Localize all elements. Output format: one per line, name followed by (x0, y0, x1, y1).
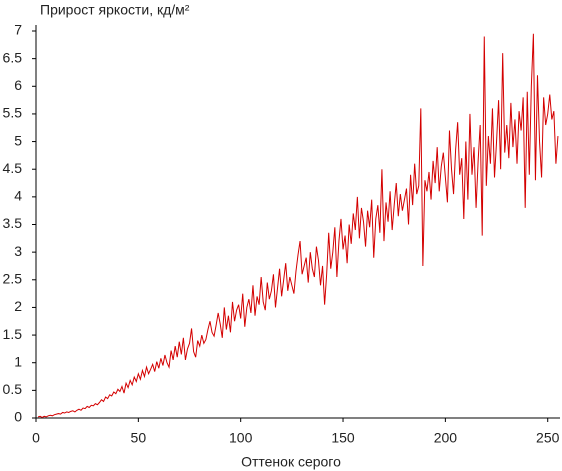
x-tick-label: 100 (229, 430, 253, 446)
y-tick-label: 1.5 (3, 326, 23, 342)
y-tick-label: 6 (14, 77, 22, 93)
x-tick-label: 0 (32, 430, 40, 446)
x-tick-label: 200 (434, 430, 458, 446)
y-tick-label: 4 (14, 188, 22, 204)
y-tick-label: 3.5 (3, 215, 23, 231)
x-tick-label: 250 (536, 430, 560, 446)
y-tick-label: 2 (14, 298, 22, 314)
y-tick-label: 7 (14, 22, 22, 38)
x-tick-label: 50 (131, 430, 147, 446)
y-tick-label: 0 (14, 409, 22, 425)
y-tick-label: 1 (14, 353, 22, 369)
y-tick-label: 3 (14, 243, 22, 259)
x-tick-label: 150 (331, 430, 355, 446)
y-tick-label: 5 (14, 132, 22, 148)
y-tick-label: 2.5 (3, 270, 23, 286)
data-line (37, 33, 559, 419)
y-tick-label: 0.5 (3, 381, 23, 397)
y-tick-label: 5.5 (3, 105, 23, 121)
x-axis-label: Оттенок серого (241, 454, 341, 470)
y-tick-label: 4.5 (3, 160, 23, 176)
y-tick-label: 6.5 (3, 49, 23, 65)
chart-title: Прирост яркости, кд/м² (40, 2, 190, 18)
